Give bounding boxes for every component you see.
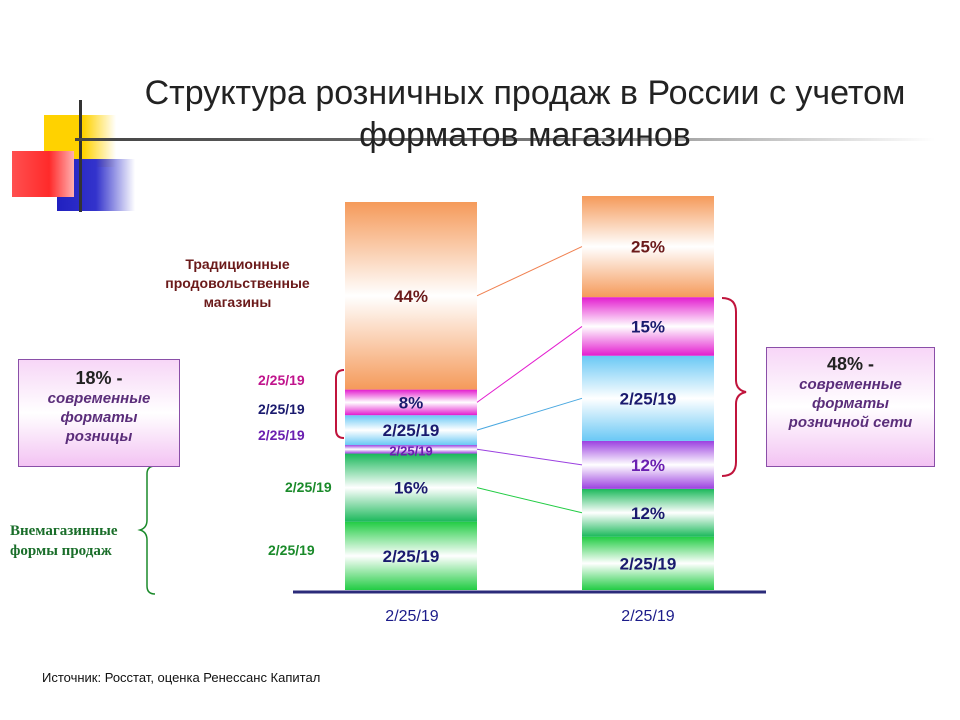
callout-right-text: современные форматы розничной сети — [788, 376, 913, 431]
bar-segment-label: 2/25/19 — [620, 554, 677, 573]
callout-left-pct: 18% - — [75, 368, 123, 388]
side-label-text: 2/25/19 — [258, 401, 305, 417]
segment-connector-line — [476, 326, 583, 403]
segment-connector-line — [476, 448, 583, 466]
decor-red-square — [12, 151, 74, 197]
side-label-text: 2/25/19 — [285, 479, 332, 495]
x-tick-label-1: 2/25/19 — [385, 608, 439, 625]
bar-segment — [582, 536, 714, 590]
bar-segment — [345, 521, 477, 590]
side-label-text: 2/25/19 — [268, 542, 315, 558]
x-tick-label-2: 2/25/19 — [621, 608, 675, 625]
bar-segment — [345, 202, 477, 390]
segment-connector-line — [476, 246, 583, 297]
bar-segment-label: 25% — [631, 238, 665, 257]
offstore-brace — [137, 465, 156, 595]
bar-segment — [582, 196, 714, 298]
side-label-supermarkets: 2/25/19 — [258, 401, 305, 417]
right-brace — [721, 297, 747, 477]
side-label-discounters: 2/25/19 — [258, 427, 305, 443]
side-label-text: 2/25/19 — [258, 372, 305, 388]
traditional-stores-label: Традиционные продовольственные магазины — [165, 256, 310, 310]
callout-modern-formats-left: 18% - современные форматы розницы — [18, 359, 180, 467]
segment-connector-line — [476, 487, 583, 514]
bar-segment-label: 15% — [631, 317, 665, 336]
callout-modern-formats-right: 48% - современные форматы розничной сети — [766, 347, 935, 467]
side-label-other: 2/25/19 — [268, 542, 315, 558]
bar-segment — [345, 445, 477, 454]
bar-segment — [345, 389, 477, 416]
left-bracket — [335, 369, 345, 439]
bar-segment — [345, 415, 477, 446]
page-title: Структура розничных продаж в России с уч… — [144, 74, 906, 154]
bar-segment-label: 8% — [399, 393, 424, 412]
bar-segment-label: 2/25/19 — [620, 389, 677, 408]
bar-segment-label: 2/25/19 — [383, 547, 440, 566]
bar-segment-label: 44% — [394, 287, 428, 306]
bar-segment — [582, 488, 714, 537]
bar-segment-label: 12% — [631, 456, 665, 475]
callout-right-pct: 48% - — [826, 354, 875, 374]
bar-segment — [582, 440, 714, 489]
title-underline — [75, 138, 935, 141]
source-note: Источник: Росстат, оценка Ренессанс Капи… — [42, 670, 321, 685]
bar-segment-label: 16% — [394, 479, 428, 498]
bar-segment-label: 12% — [631, 504, 665, 523]
bar-segment — [345, 453, 477, 522]
side-label-text: 2/25/19 — [258, 427, 305, 443]
side-label-markets: 2/25/19 — [285, 479, 332, 495]
decor-vertical-line — [79, 100, 82, 212]
offstore-label: Внемагазинные формы продаж — [10, 521, 150, 561]
bar-segment-label: 2/25/19 — [389, 443, 432, 458]
bar-segment-label: 2/25/19 — [383, 421, 440, 440]
bar-segment — [582, 355, 714, 441]
offstore-label-text: Внемагазинные формы продаж — [10, 523, 118, 559]
callout-left-text: современные форматы розницы — [47, 390, 151, 445]
side-label-hypermarkets: 2/25/19 — [258, 372, 305, 388]
segment-connector-line — [476, 397, 583, 431]
bar-segment — [582, 297, 714, 356]
